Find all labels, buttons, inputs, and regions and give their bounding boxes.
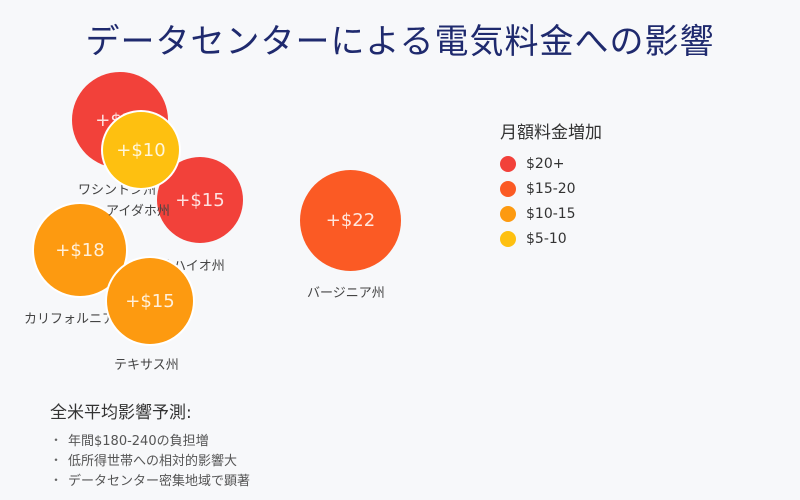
bubble-idaho[interactable]: +$10 [103, 112, 179, 188]
legend-item: $15-20 [500, 176, 602, 201]
page-title: データセンターによる電気料金への影響 [85, 22, 715, 62]
legend-swatch [500, 180, 516, 197]
legend-swatch [500, 155, 516, 172]
legend-swatch [500, 205, 516, 222]
notes-title: 全米平均影響予測: [50, 403, 192, 423]
legend-label: $20+ [526, 155, 565, 172]
bubble-virginia[interactable]: +$22 [300, 170, 401, 271]
note-text: 低所得世帯への相対的影響大 [68, 453, 238, 469]
national-impact-notes: 全米平均影響予測: ・ 年間$180-240の負担増 ・ 低所得世帯への相対的影… [50, 398, 250, 489]
legend-label: $15-20 [526, 180, 576, 197]
legend: 月額料金増加 $20+ $15-20 $10-15 $5-10 [500, 118, 602, 251]
legend-item: $10-15 [500, 201, 602, 226]
note-item: ・ 低所得世帯への相対的影響大 [50, 449, 250, 469]
note-text: データセンター密集地域で顕著 [68, 473, 251, 489]
legend-swatch [500, 230, 516, 247]
note-item: ・ 年間$180-240の負担増 [50, 429, 250, 449]
legend-title: 月額料金増加 [500, 123, 602, 143]
bubble-california[interactable]: +$18 [34, 204, 126, 296]
bubble-texas[interactable]: +$15 [107, 258, 193, 344]
note-text: 年間$180-240の負担増 [68, 433, 209, 449]
legend-label: $5-10 [526, 230, 567, 247]
legend-item: $20+ [500, 151, 602, 176]
state-label-idaho: アイダホ州 [106, 204, 170, 219]
bullet-icon: ・ [50, 452, 63, 467]
legend-label: $10-15 [526, 205, 576, 222]
legend-item: $5-10 [500, 226, 602, 251]
bullet-icon: ・ [50, 472, 63, 487]
bullet-icon: ・ [50, 432, 63, 447]
state-label-virginia: バージニア州 [307, 286, 385, 301]
note-item: ・ データセンター密集地域で顕著 [50, 469, 250, 489]
state-label-texas: テキサス州 [114, 358, 179, 373]
state-label-california: カリフォルニア州 [24, 312, 129, 327]
